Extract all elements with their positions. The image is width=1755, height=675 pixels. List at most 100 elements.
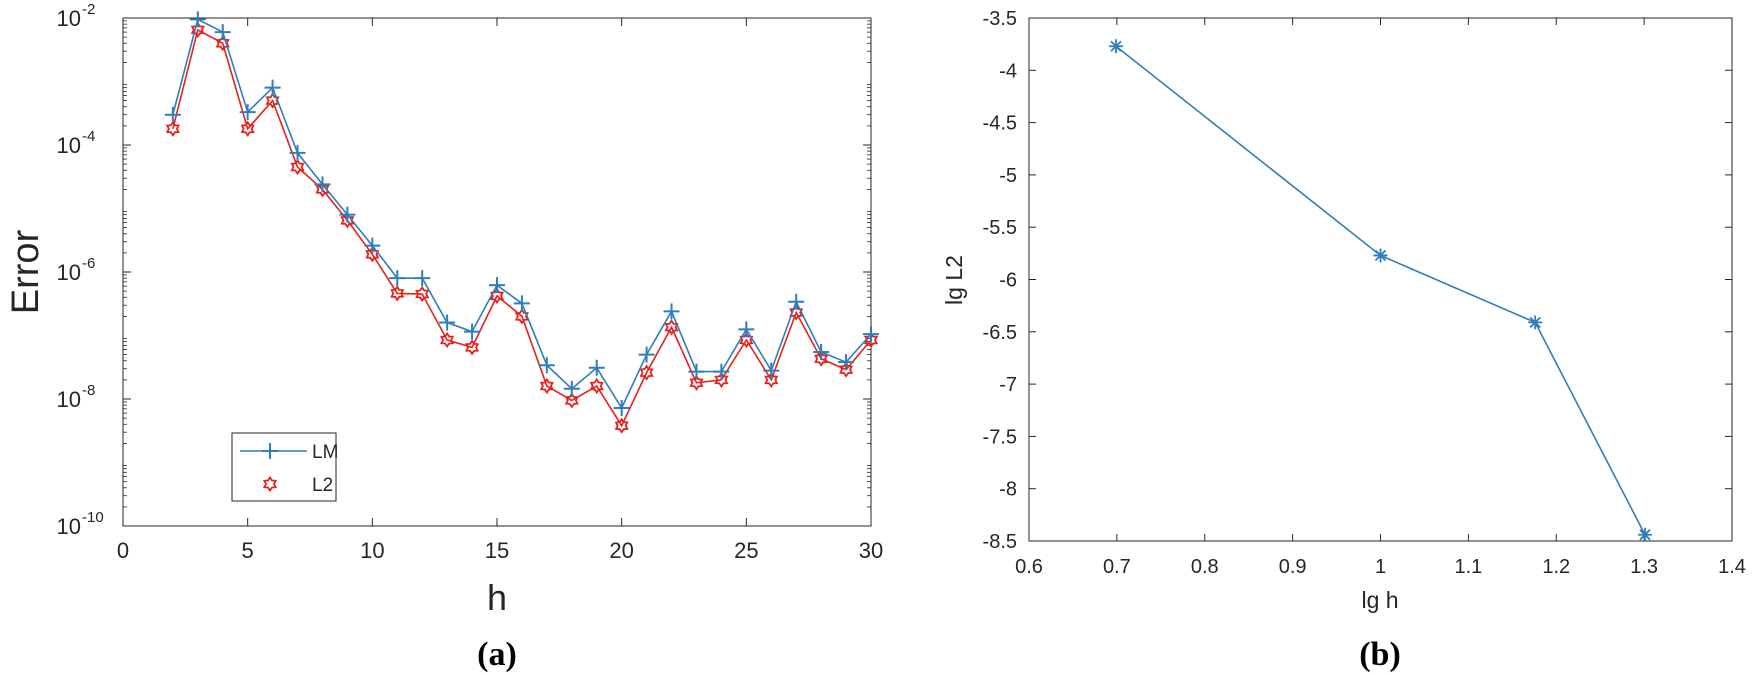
chart-b-x-tick-label: 1.3 xyxy=(1630,556,1658,578)
chart-a-series-lm-point xyxy=(588,359,605,376)
chart-a-series-lm-point xyxy=(414,270,431,287)
chart-a-series-lm-point xyxy=(813,343,830,360)
chart-a-series-lm-point xyxy=(788,293,805,310)
chart-a-series-l2-point xyxy=(340,212,355,229)
chart-a-series-lm-point xyxy=(763,362,780,379)
chart-a-series-lm-point xyxy=(663,303,680,320)
chart-b-y-tick-label: -7 xyxy=(999,374,1017,396)
chart-a-y-tick-label: 10 xyxy=(57,6,81,31)
chart-a-series-l2-point xyxy=(190,21,205,39)
chart-a-series-l2-point xyxy=(614,417,629,434)
chart-a-series-l2-point xyxy=(539,377,554,395)
chart-b-x-tick-label: 1.4 xyxy=(1718,556,1746,578)
chart-a-series-l2-point xyxy=(514,308,529,325)
chart-a-series-lm-point xyxy=(289,144,306,161)
chart-a-series-lm-point xyxy=(638,346,655,363)
chart-b-y-tick-label: -5.5 xyxy=(983,217,1017,239)
chart-a-x-tick-label: 0 xyxy=(117,538,129,563)
chart-a-legend-lm-marker xyxy=(262,443,278,459)
chart-a-series-l2-point xyxy=(489,287,505,305)
chart-a-series-lm-point xyxy=(713,363,730,380)
chart-b-x-tick-label: 1.1 xyxy=(1454,556,1482,578)
chart-b: 0.6 0.7 0.8 0.9 1 1.1 1.2 1.3 1.4 -8.5 -8 -7.5 -7 -6.… xyxy=(941,8,1746,613)
chart-b-y-tick-label: -8.5 xyxy=(983,531,1017,553)
chart-b-y-tick-label: -4.5 xyxy=(983,113,1017,135)
chart-b-x-tick-label: 0.6 xyxy=(1015,556,1043,578)
chart-a-series-l2-point xyxy=(290,158,305,176)
chart-b-y-tick-label: -4 xyxy=(999,60,1017,82)
chart-a-series-l2-point xyxy=(739,331,754,349)
chart-a-series-l2-point xyxy=(814,350,829,367)
chart-a-series-lm-point xyxy=(439,314,456,331)
chart-a-series-lm-point xyxy=(339,206,356,223)
chart-b-series-point xyxy=(1528,315,1543,330)
chart-a-series-l2-point xyxy=(689,374,704,391)
chart-b-x-tick-label: 1.2 xyxy=(1542,556,1570,578)
chart-a-series-lm-point xyxy=(164,106,181,123)
chart-a-series-l2-point xyxy=(390,285,405,302)
chart-a-series-lm-point xyxy=(513,295,530,312)
chart-a-legend-lm-label: LM xyxy=(312,442,338,463)
chart-a-y-tick-exponent: -6 xyxy=(82,255,95,272)
chart-a-x-tick-label: 30 xyxy=(859,538,883,563)
chart-a-series-l2-point xyxy=(165,120,180,137)
chart-a-y-tick-exponent: -4 xyxy=(82,128,95,145)
chart-b-series-0 xyxy=(1109,39,1652,542)
chart-a-series-l2-point xyxy=(440,331,455,349)
chart-a-series-l2-point xyxy=(589,377,604,395)
chart-b-series-line xyxy=(1115,45,1646,536)
chart-b-x-tick-label: 0.7 xyxy=(1103,556,1131,578)
chart-a-series-lm-point xyxy=(389,270,406,287)
chart-b-y-tick-label: -6.5 xyxy=(983,322,1017,344)
chart-a-series-l2-line xyxy=(172,28,872,428)
chart-a-y-tick-exponent: -2 xyxy=(82,1,95,18)
chart-b-x-tick-label: 0.8 xyxy=(1191,556,1219,578)
chart-a-series-lm-point xyxy=(489,277,505,294)
chart-a-y-tick-label: 10 xyxy=(57,514,81,539)
chart-a-series-lm xyxy=(164,11,879,417)
chart-a-series-l2-point xyxy=(764,371,779,388)
chart-a-series-lm-point xyxy=(464,323,481,340)
chart-a-series-l2-point xyxy=(564,392,579,409)
chart-a-y-tick-label: 10 xyxy=(57,133,81,158)
chart-a-y-tick-label: 10 xyxy=(57,387,81,412)
chart-a-x-tick-label: 5 xyxy=(242,538,254,563)
chart-b-series-point xyxy=(1373,248,1388,263)
chart-a-series-lm-point xyxy=(314,176,331,193)
chart-b-y-tick-label: -8 xyxy=(999,479,1017,501)
chart-a-series-lm-point xyxy=(738,321,755,338)
chart-a-y-tick-exponent: -8 xyxy=(82,382,95,399)
chart-a-series-lm-point xyxy=(863,326,879,343)
chart-a-series-lm-point xyxy=(189,11,206,28)
panel-label-a: (a) xyxy=(477,636,517,673)
chart-a-series-lm-point xyxy=(563,380,580,397)
chart-a-series xyxy=(164,11,879,434)
chart-a-series-lm-point xyxy=(214,24,231,41)
chart-a-series-lm-point xyxy=(538,357,555,374)
chart-a-series-lm-point xyxy=(613,400,630,417)
chart-b-y-tick-label: -7.5 xyxy=(983,426,1017,448)
chart-a-x-tick-label: 15 xyxy=(485,538,509,563)
chart-b-x-tick-label: 0.9 xyxy=(1279,556,1307,578)
chart-b-ticks: 0.6 0.7 0.8 0.9 1 1.1 1.2 1.3 1.4 -8.5 -8 -7.5 -7 -6.… xyxy=(983,8,1746,578)
chart-a-x-tick-label: 25 xyxy=(734,538,758,563)
chart-b-series-point xyxy=(1109,39,1123,54)
chart-b-y-tick-label: -5 xyxy=(999,165,1017,187)
chart-b-y-tick-label: -6 xyxy=(999,270,1017,292)
chart-a-series-l2-point xyxy=(639,364,654,381)
chart-b-y-tick-label: -3.5 xyxy=(983,8,1017,30)
chart-a-series-l2 xyxy=(165,21,879,434)
chart-a-legend-l2-marker xyxy=(262,475,278,493)
chart-a-y-tick-label: 10 xyxy=(57,260,81,285)
chart-a-series-lm-point xyxy=(264,79,281,96)
chart-a-series-lm-point xyxy=(838,354,855,371)
chart-a-y-axis-label: Error xyxy=(5,229,47,314)
chart-a-series-l2-point xyxy=(240,120,255,137)
chart-a-legend-l2-label: L2 xyxy=(312,475,333,496)
chart-b-series xyxy=(1109,39,1652,542)
chart-b-plot-area xyxy=(1028,17,1733,542)
chart-a-series-l2-point xyxy=(839,361,854,378)
